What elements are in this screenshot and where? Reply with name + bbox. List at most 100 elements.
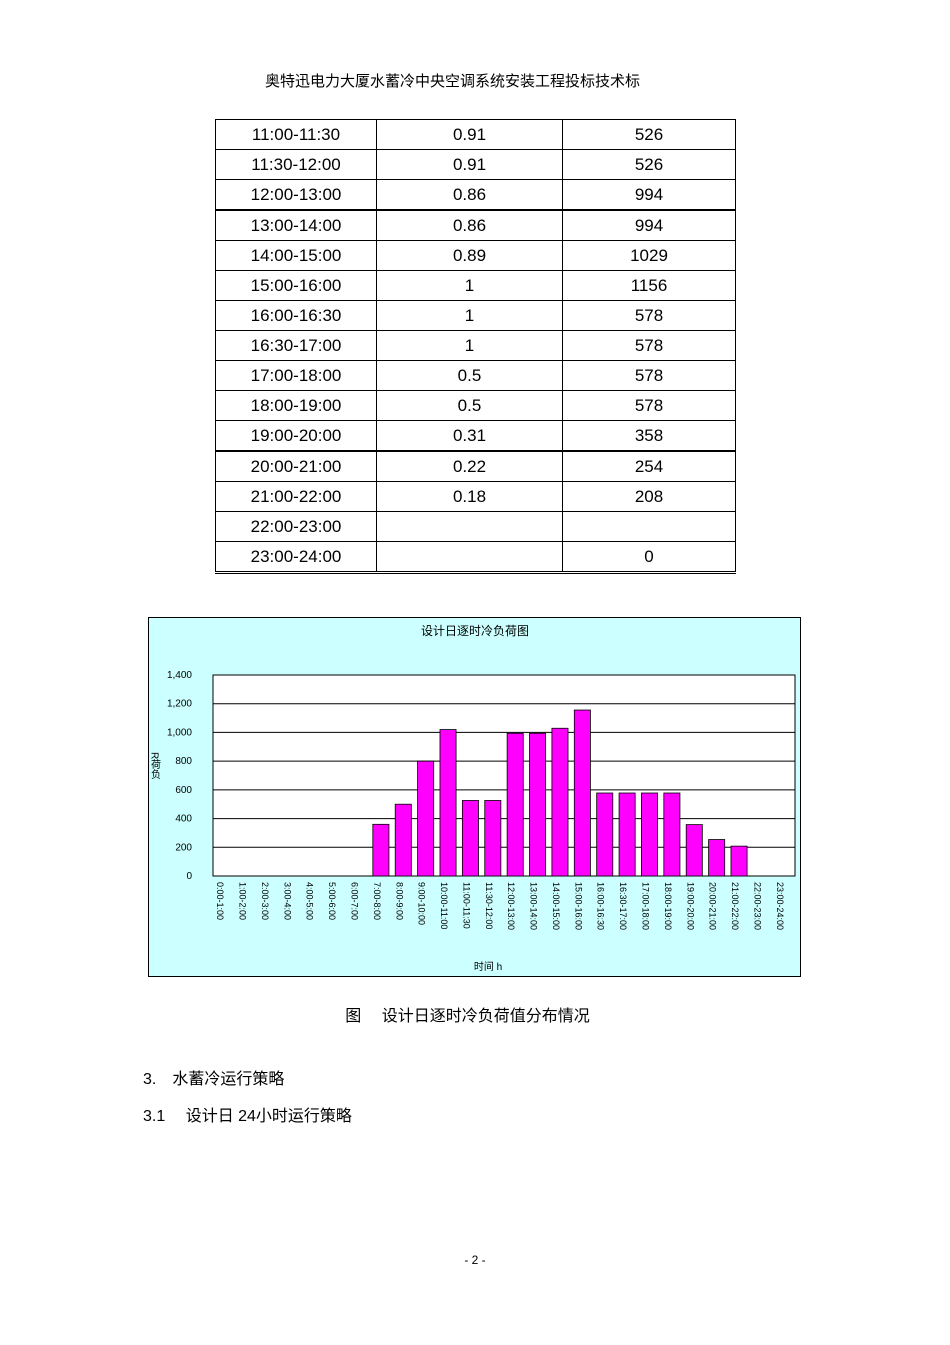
table-cell: 0.86	[376, 179, 563, 211]
bar	[596, 792, 614, 877]
data-table: 11:00-11:30 0.91 526 11:30-12:00 0.91 526 12:0…	[215, 119, 736, 574]
bar	[685, 824, 703, 877]
table-cell: 1029	[562, 240, 736, 271]
bar	[708, 839, 726, 877]
table-row: 23:00-24:00 0	[215, 541, 736, 574]
table-cell: 578	[562, 360, 736, 391]
table-cell: 20:00-21:00	[215, 450, 377, 482]
table-cell: 208	[562, 481, 736, 512]
table-row: 12:00-13:00 0.86 994	[215, 179, 736, 211]
table-cell: 15:00-16:00	[215, 270, 377, 301]
table-cell: 358	[562, 420, 736, 452]
x-tick-label: 23:00-24:00	[775, 882, 785, 930]
x-tick-label: 15:00-16:00	[573, 882, 583, 930]
x-tick-label: 1:00-2:00	[238, 882, 248, 920]
y-tick-label: 0	[186, 871, 192, 882]
bar	[529, 732, 547, 877]
plot-area	[212, 674, 796, 877]
table-cell: 23:00-24:00	[215, 541, 377, 574]
x-tick-label: 11:00-11:30	[461, 882, 471, 929]
x-tick-label: 12:00-13:00	[506, 882, 516, 930]
table-cell: 1	[376, 330, 563, 361]
table-cell: 19:00-20:00	[215, 420, 377, 452]
table-row: 14:00-15:00 0.89 1029	[215, 240, 736, 271]
y-tick-label: 200	[175, 842, 192, 853]
table-row: 17:00-18:00 0.5 578	[215, 360, 736, 391]
table-row: 11:30-12:00 0.91 526	[215, 149, 736, 180]
y-tick-label: 1,400	[167, 670, 192, 681]
x-tick-label: 0:00-1:00	[215, 882, 225, 920]
table-row: 22:00-23:00	[215, 511, 736, 542]
table-cell: 578	[562, 330, 736, 361]
table-cell: 21:00-22:00	[215, 481, 377, 512]
table-cell: 0.22	[376, 450, 563, 482]
table-cell	[376, 511, 563, 542]
x-tick-label: 2:00-3:00	[260, 882, 270, 920]
section-heading: 3.1 设计日 24小时运行策略	[143, 1108, 352, 1125]
y-tick-label: 600	[175, 785, 192, 796]
table-cell: 18:00-19:00	[215, 390, 377, 421]
chart: 设计日逐时冷负荷图 时间 h R荷负 0 200 400 600 800 1,000 1,2…	[148, 617, 801, 977]
x-tick-label: 3:00-4:00	[282, 882, 292, 920]
table-cell: 526	[562, 119, 736, 150]
bar	[551, 727, 569, 877]
x-tick-label: 14:00-15:00	[551, 882, 561, 930]
table-row: 13:00-14:00 0.86 994	[215, 209, 736, 241]
table-cell: 1156	[562, 270, 736, 301]
x-axis-label: 时间 h	[474, 960, 502, 973]
x-tick-label: 9:00-10:00	[417, 882, 427, 925]
x-tick-label: 6:00-7:00	[350, 882, 360, 920]
x-tick-label: 20:00-21:00	[708, 882, 718, 930]
table-row: 18:00-19:00 0.5 578	[215, 390, 736, 421]
x-tick-label: 4:00-5:00	[305, 882, 315, 920]
x-tick-label: 10:00-11:00	[439, 882, 449, 929]
x-tick-label: 22:00-23:00	[752, 882, 762, 930]
y-tick-label: 800	[175, 756, 192, 767]
x-tick-label: 8:00-9:00	[394, 882, 404, 920]
table-cell: 0.91	[376, 149, 563, 180]
page-number: - 2 -	[464, 1253, 486, 1267]
table-row: 16:30-17:00 1 578	[215, 330, 736, 361]
figure-caption: 图 设计日逐时冷负荷值分布情况	[345, 1008, 590, 1025]
table-cell: 16:00-16:30	[215, 300, 377, 331]
table-cell: 0.86	[376, 209, 563, 241]
x-tick-label: 16:30-17:00	[618, 882, 628, 930]
table-row: 11:00-11:30 0.91 526	[215, 119, 736, 150]
table-cell: 0.18	[376, 481, 563, 512]
bar	[663, 792, 681, 877]
table-cell: 1	[376, 300, 563, 331]
table-row: 19:00-20:00 0.31 358	[215, 420, 736, 452]
table-row: 16:00-16:30 1 578	[215, 300, 736, 331]
table-cell: 0.91	[376, 119, 563, 150]
table-cell: 13:00-14:00	[215, 209, 377, 241]
bar	[417, 760, 435, 877]
y-axis-label: R荷负	[149, 752, 161, 780]
x-tick-label: 17:00-18:00	[641, 882, 651, 930]
table-cell: 22:00-23:00	[215, 511, 377, 542]
table-cell: 1	[376, 270, 563, 301]
section-heading: 3. 水蓄冷运行策略	[143, 1071, 285, 1088]
table-cell: 526	[562, 149, 736, 180]
bar	[730, 845, 748, 877]
x-tick-label: 5:00-6:00	[327, 882, 337, 920]
table-cell: 11:30-12:00	[215, 149, 377, 180]
bar	[618, 792, 636, 877]
table-cell: 17:00-18:00	[215, 360, 377, 391]
x-tick-label: 13:00-14:00	[529, 882, 539, 930]
y-tick-label: 1,200	[167, 699, 192, 710]
bar	[461, 800, 479, 877]
table-cell: 12:00-13:00	[215, 179, 377, 211]
table-row: 21:00-22:00 0.18 208	[215, 481, 736, 512]
table-row: 20:00-21:00 0.22 254	[215, 450, 736, 482]
header-title: 奥特迅电力大厦水蓄冷中央空调系统安装工程投标技术标	[264, 73, 640, 90]
table-cell: 0.31	[376, 420, 563, 452]
table-cell: 994	[562, 179, 736, 211]
table-cell: 254	[562, 450, 736, 482]
table-cell: 578	[562, 390, 736, 421]
bar	[372, 823, 390, 877]
bar	[506, 732, 524, 877]
table-cell: 0.5	[376, 360, 563, 391]
table-cell: 994	[562, 209, 736, 241]
y-tick-label: 1,000	[167, 727, 192, 738]
